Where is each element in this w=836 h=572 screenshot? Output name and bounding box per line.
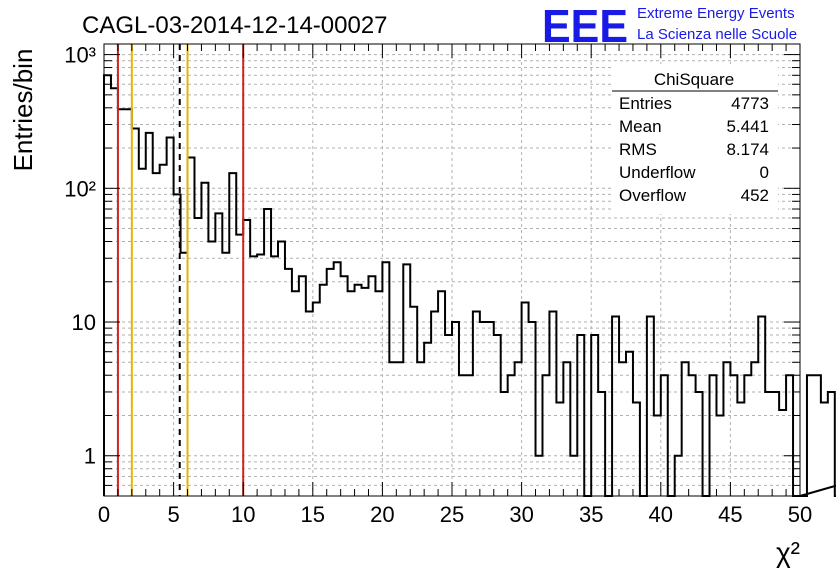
stats-value-rms: 8.174 <box>726 140 769 159</box>
stats-box-title: ChiSquare <box>654 70 734 89</box>
x-tick-label: 10 <box>231 502 255 527</box>
marker-lines-layer <box>116 44 245 496</box>
stats-label-rms: RMS <box>619 140 657 159</box>
chart-title: CAGL-03-2014-12-14-00027 <box>82 12 388 39</box>
x-tick-label: 15 <box>301 502 325 527</box>
stats-value-mean: 5.441 <box>726 117 769 136</box>
x-tick-label: 45 <box>718 502 742 527</box>
x-tick-label: 40 <box>649 502 673 527</box>
logo-line-2: La Scienza nelle Scuole <box>637 26 797 43</box>
axis-ticks-layer <box>103 44 801 497</box>
x-tick-label: 0 <box>98 502 110 527</box>
stats-label-underflow: Underflow <box>619 163 696 182</box>
y-tick-label: 10³ <box>64 43 96 68</box>
stats-label-overflow: Overflow <box>619 186 687 205</box>
eee-logo: EEE <box>542 0 628 52</box>
axis-labels-layer: 0 5 10 15 20 25 30 35 40 45 50 1 10 10² 10³ <box>64 43 812 527</box>
x-axis-label: χ² <box>776 537 800 568</box>
histogram-outline <box>103 74 836 497</box>
x-tick-label: 5 <box>167 502 179 527</box>
y-axis-label: Entries/bin <box>8 49 38 172</box>
stats-label-mean: Mean <box>619 117 662 136</box>
stats-value-underflow: 0 <box>760 163 769 182</box>
x-tick-label: 30 <box>509 502 533 527</box>
x-tick-label: 35 <box>579 502 603 527</box>
x-tick-label: 25 <box>440 502 464 527</box>
x-tick-label: 50 <box>788 502 812 527</box>
y-tick-label: 10 <box>72 310 96 335</box>
x-tick-label: 20 <box>370 502 394 527</box>
histogram-layer <box>103 74 836 497</box>
y-tick-label: 10² <box>64 176 96 201</box>
stats-box-background <box>612 64 778 214</box>
stats-box: ChiSquare Entries 4773 Mean 5.441 RMS 8.… <box>612 64 778 214</box>
y-tick-label: 1 <box>84 444 96 469</box>
logo-line-1: Extreme Energy Events <box>637 5 795 22</box>
stats-label-entries: Entries <box>619 94 672 113</box>
stats-value-entries: 4773 <box>731 94 769 113</box>
stats-value-overflow: 452 <box>741 186 769 205</box>
grid-layer <box>104 44 800 497</box>
